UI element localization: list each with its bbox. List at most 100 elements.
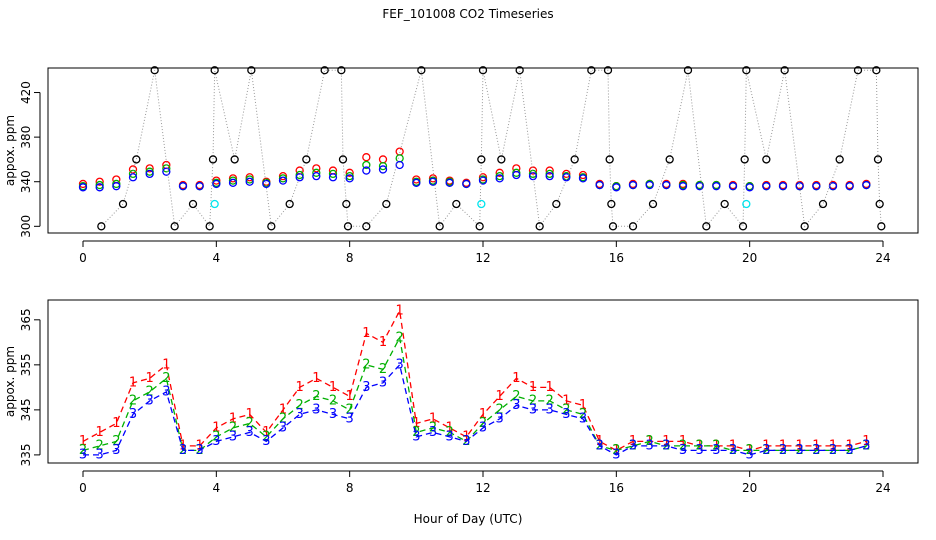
data-point [208,155,218,164]
data-point [712,182,721,191]
data-point [780,66,789,75]
data-point [97,222,106,231]
point-marker: 3 [262,434,270,449]
y-tick-label: 340 [19,170,33,193]
data-point [312,171,321,181]
x-tick-label: 20 [742,481,757,495]
data-point [662,180,671,190]
point-marker: 3 [446,429,454,444]
data-point [495,168,504,177]
point-marker: 2 [579,407,587,422]
data-point [738,222,748,231]
point-marker: 2 [412,425,420,440]
point-marker: 2 [246,416,254,431]
point-marker: 1 [862,434,870,449]
data-point [762,155,771,164]
point-marker: 1 [529,380,537,395]
point-marker: 2 [262,429,270,444]
point-marker: 2 [612,443,620,458]
point-marker: 2 [146,384,154,399]
data-point [378,161,388,171]
x-tick-label: 24 [875,251,890,265]
point-marker: 1 [179,438,187,453]
point-marker: 3 [462,434,470,449]
data-point [778,182,788,191]
point-marker: 3 [146,393,154,408]
point-marker: 2 [479,416,487,431]
point-marker: 1 [629,434,637,449]
series-line [83,363,867,456]
data-point [608,222,618,231]
x-tick-label: 4 [213,481,221,495]
data-point [702,222,711,231]
point-marker: 2 [762,443,770,458]
x-axis-label: Hour of Day (UTC) [414,512,523,526]
data-point [535,222,544,231]
data-point [462,179,471,189]
point-marker: 1 [296,380,304,395]
point-marker: 3 [412,429,420,444]
data-point [545,166,554,175]
point-marker: 3 [429,425,437,440]
y-tick-label: 335 [19,443,33,466]
point-marker: 1 [196,438,204,453]
data-point [578,174,588,183]
point-marker: 1 [446,420,454,435]
data-point [570,155,579,164]
data-point [728,182,738,191]
point-marker: 2 [646,434,654,449]
point-marker: 2 [429,420,437,435]
point-marker: 3 [529,402,537,417]
point-marker: 3 [512,398,520,413]
data-point [478,66,488,75]
point-marker: 1 [546,380,554,395]
point-marker: 1 [279,402,287,417]
point-marker: 3 [612,447,620,462]
data-point [742,66,751,75]
data-point [552,199,561,209]
y-tick-label: 300 [19,215,33,238]
point-marker: 3 [696,443,704,458]
data-point [245,177,254,186]
x-tick-label: 16 [609,481,624,495]
y-tick-label: 345 [19,398,33,421]
data-point [395,160,404,170]
point-marker: 1 [362,326,370,341]
data-point [607,199,616,209]
point-marker: 3 [229,429,237,444]
point-marker: 1 [162,357,170,372]
point-marker: 1 [829,438,837,453]
plot-frame [47,299,919,464]
point-marker: 1 [96,425,104,440]
point-marker: 2 [79,443,87,458]
point-marker: 3 [496,411,504,426]
data-point [587,66,596,75]
point-marker: 2 [446,425,454,440]
point-marker: 1 [262,425,270,440]
data-point [628,180,638,190]
data-point [395,147,404,156]
data-point [495,174,504,183]
data-point [795,182,804,191]
data-point [302,155,311,164]
series-line [82,335,867,452]
data-point [762,182,771,191]
point-marker: 3 [646,438,654,453]
point-marker: 3 [746,447,754,462]
point-marker: 1 [496,389,504,404]
data-point [742,199,751,209]
point-marker: 2 [279,411,287,426]
data-point [278,176,288,185]
data-point [528,166,538,175]
point-marker: 1 [412,416,420,431]
point-marker: 3 [246,425,254,440]
data-point [170,222,179,231]
point-marker: 1 [746,443,754,458]
point-marker: 3 [662,438,670,453]
data-point [683,66,693,75]
point-marker: 2 [212,429,220,444]
data-point [382,199,391,209]
data-point [478,176,488,185]
